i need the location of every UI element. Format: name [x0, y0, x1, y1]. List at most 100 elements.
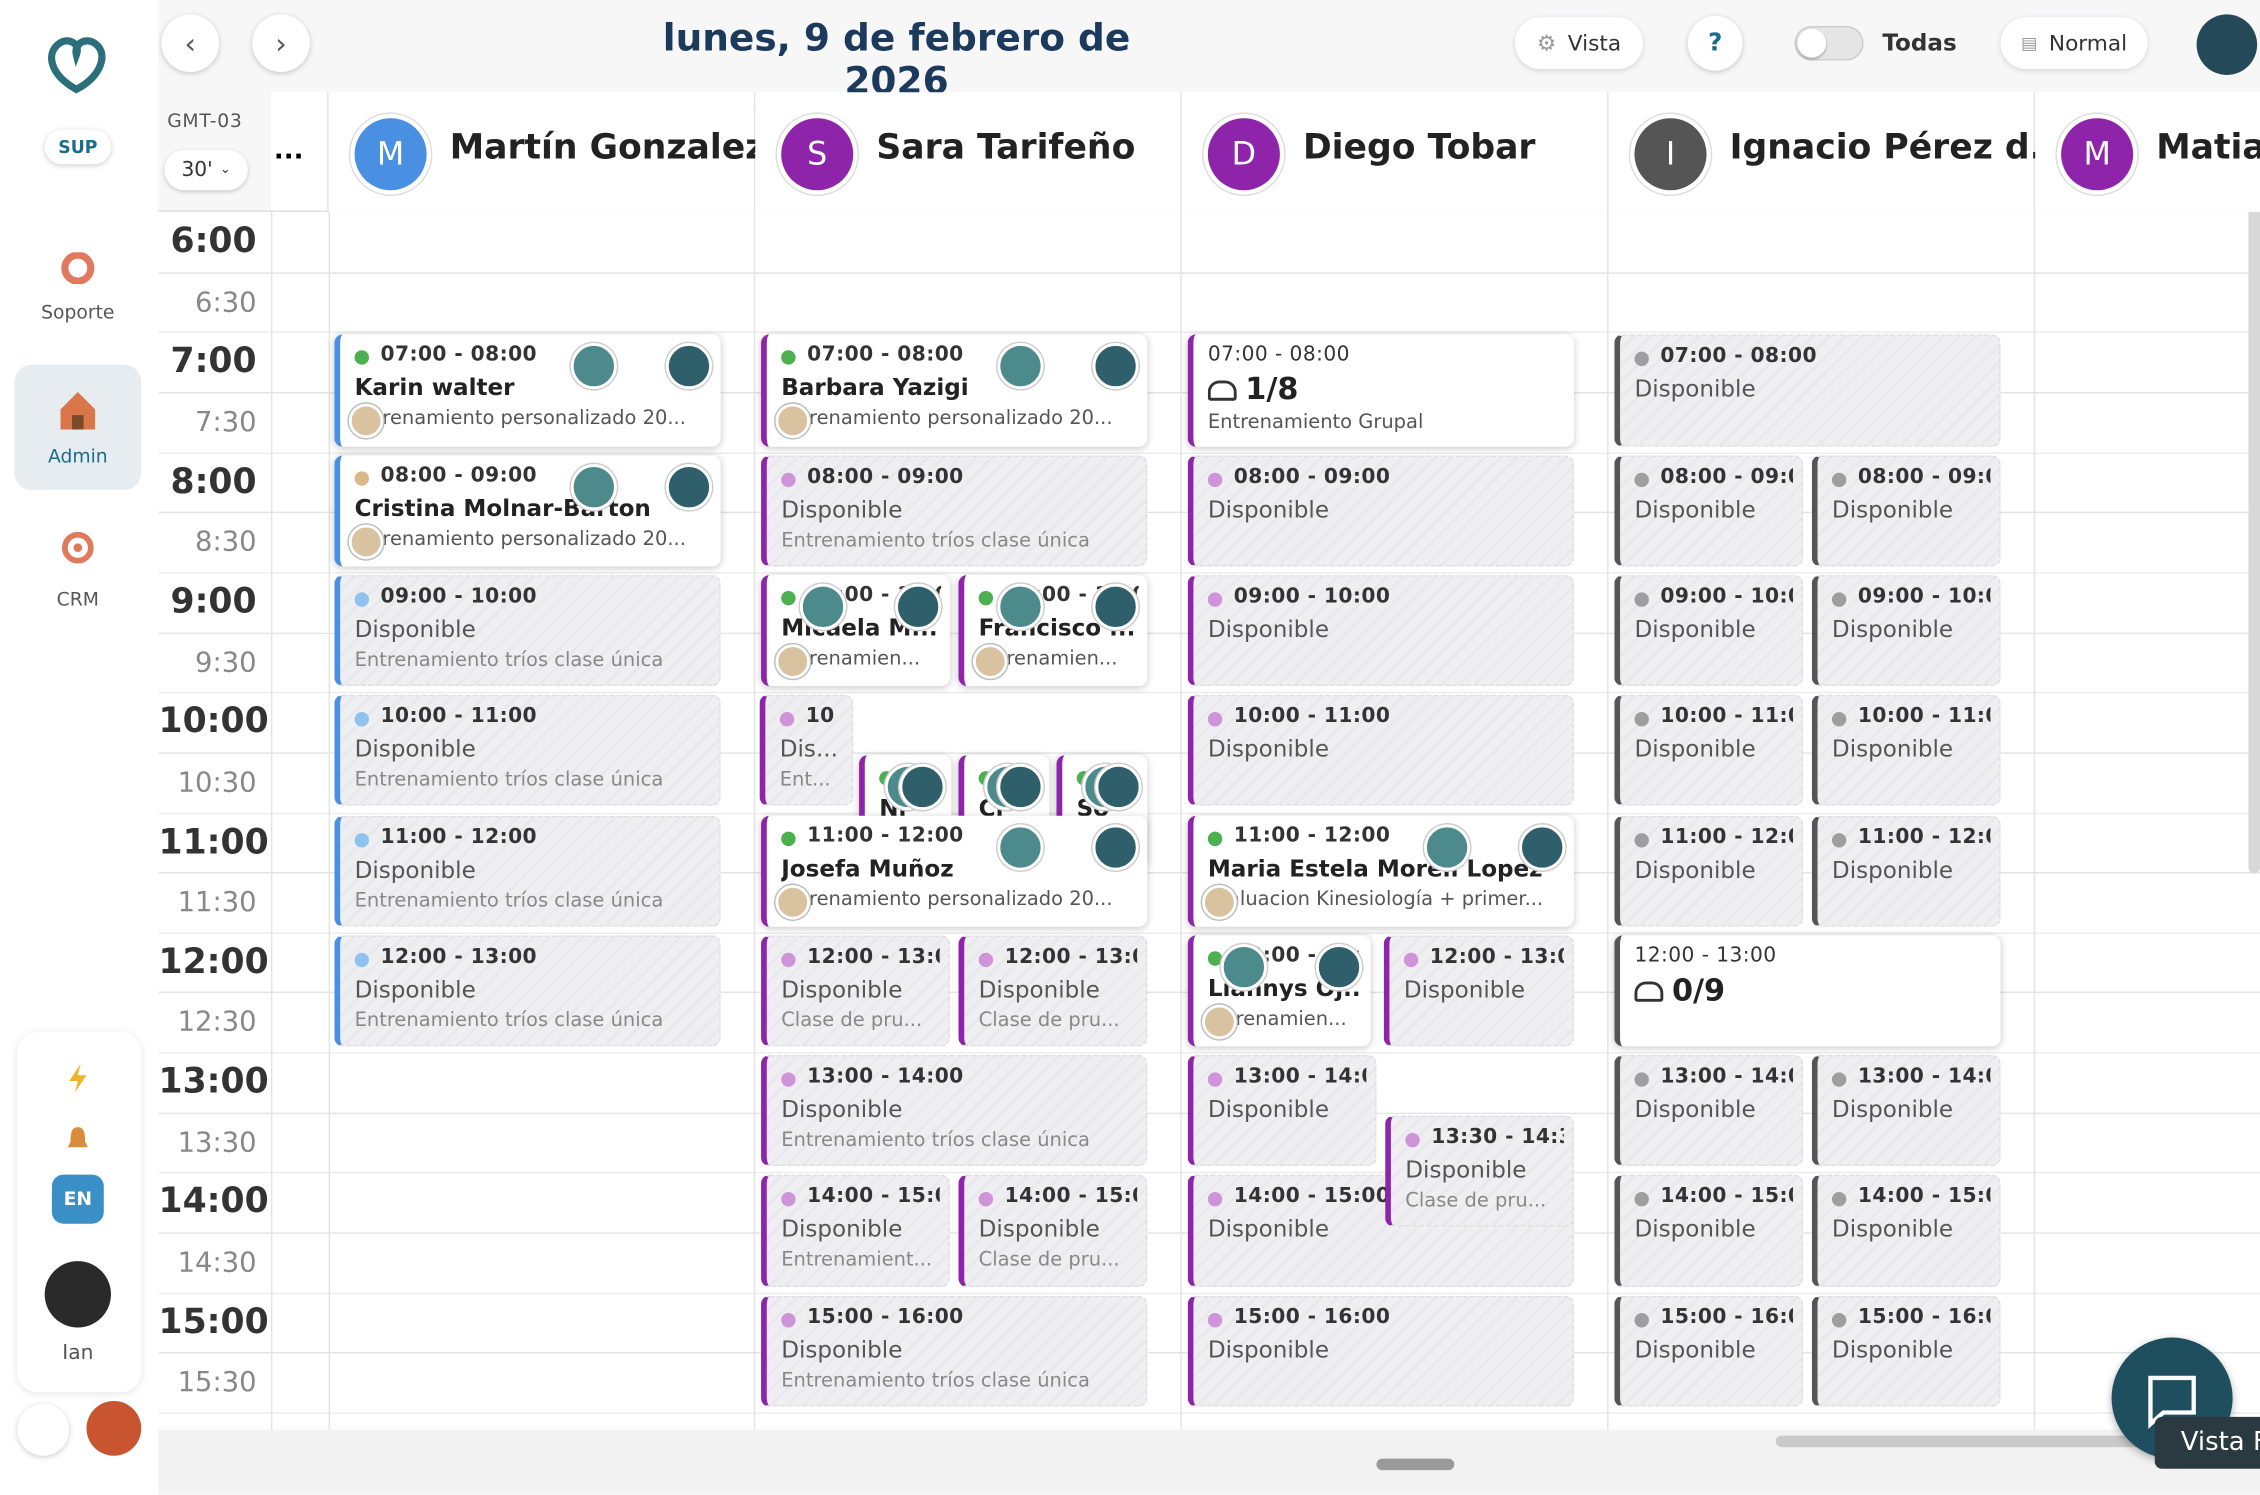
density-button[interactable]: ▤ Normal [2000, 17, 2148, 70]
appointment[interactable]: 10:00 - 11:00 Disponible [1614, 694, 1804, 807]
appointment[interactable]: 12:00 - 13:00 Disponible Entrenamiento trí… [334, 935, 721, 1047]
appointment[interactable]: 11:00 - 12:00 Disponible [1614, 815, 1804, 927]
subtitle: Entrenamiento tríos clase única [781, 528, 1090, 552]
appointment[interactable]: 10:00 - 11:00 Disponible Entrenamiento trí… [334, 694, 721, 807]
subtitle: Clase de pru... [978, 1008, 1120, 1032]
appointment[interactable]: 15:00 - 16:00 Disponible [1614, 1295, 1804, 1407]
overflow-column: ... [270, 92, 329, 212]
appointment[interactable]: 15:00 - 16:00 Disponible [1811, 1295, 2001, 1407]
staff-name[interactable]: Ignacio Pérez d... [1729, 126, 2070, 168]
profile-button[interactable] [17, 1403, 70, 1456]
staff-name[interactable]: Matia [2156, 126, 2260, 168]
appointment[interactable]: 12:00 - 13:00 Disponible [1383, 935, 1574, 1047]
appointment[interactable]: 08:00 - 09:00 Cristina Molnar-Barton trena… [334, 454, 721, 567]
time: 14:00 - 15:00 [1233, 1185, 1391, 1209]
appointment[interactable]: 15:00 - 16:00 Disponible [1187, 1295, 1574, 1407]
client-avatar [775, 884, 811, 919]
staff-name[interactable]: Sara Tarifeño [876, 126, 1136, 168]
language[interactable]: EN [51, 1174, 104, 1224]
collapse-button[interactable] [2196, 14, 2258, 75]
subtitle: Entrenamiento tríos clase única [781, 1128, 1090, 1152]
time: 13:00 - 14:00 [807, 1065, 964, 1089]
h-scrollbar[interactable] [1775, 1435, 2209, 1448]
next-day[interactable]: › [252, 14, 310, 73]
appointment[interactable]: 09:00 - 10:00Micaela M...trenamien... [761, 574, 950, 687]
appointment[interactable]: 13:00 - 14:00 Disponible [1614, 1055, 1804, 1167]
status-dot [1831, 592, 1847, 607]
appointment[interactable]: 08:00 - 09:00 Disponible Entrenamiento trí… [761, 454, 1148, 567]
time-label: 14:30 [177, 1246, 257, 1279]
time: 07:00 - 08:00 [1660, 344, 1817, 368]
appointment[interactable]: 08:00 - 09:00 Disponible [1614, 454, 1804, 567]
v-scrollbar[interactable] [2248, 95, 2260, 874]
time: 12:00 - 13:00 [1634, 943, 1777, 967]
appointment[interactable]: 09:00 - 10:00 Disponible [1614, 574, 1804, 687]
timezone: GMT-03 [167, 110, 243, 133]
view-button[interactable]: ⚙ Vista [1514, 17, 1644, 70]
help-button[interactable]: ? [1687, 15, 1743, 71]
appointment[interactable]: 10:00 - 11:00 Disponible [1187, 694, 1574, 807]
prev-day[interactable]: ‹ [161, 14, 220, 73]
time: 10:00 - 11:00 [1660, 705, 1793, 729]
nav-crm[interactable]: CRM [56, 589, 99, 612]
appointment[interactable]: 12:00 - 13:00 0/9 [1614, 935, 2001, 1047]
appointment[interactable]: 10:00 - 11:00 Disponible [1811, 694, 2001, 807]
status-dot [354, 592, 369, 607]
appointment[interactable]: 15:00 - 16:00 Disponible Entrenamiento trí… [761, 1295, 1148, 1407]
time-label: 15:00 [158, 1301, 269, 1342]
title: Josefa Muñoz [781, 853, 954, 882]
appointment[interactable]: 14:00 - 15:00 Disponible [1811, 1175, 2001, 1287]
logout-button[interactable] [86, 1400, 142, 1456]
appointment[interactable]: 11:00 - 12:00 Disponible [1811, 815, 2001, 927]
nav-admin[interactable]: Admin [47, 446, 108, 469]
status-dot [978, 590, 994, 606]
bell-icon[interactable] [65, 1124, 91, 1153]
appointment[interactable]: 09:00 - 10:00 Disponible [1187, 574, 1574, 687]
appointment[interactable]: 11:00 - 12:00 Josefa Muñoz trenamiento per… [761, 815, 1148, 927]
appointment[interactable]: 13:30 - 14:30 Disponible Clase de pru... [1385, 1115, 1574, 1227]
time: 10:00 - 11:00 [380, 705, 538, 729]
appointment[interactable]: 11:00 - 12:00 Disponible Entrenamiento trí… [334, 815, 721, 927]
appointment[interactable]: 11:00 - 12:00 Maria Estela Morell Lopez al… [1187, 815, 1574, 927]
appointment[interactable]: 12:00 - 13:00 Disponible Clase de pru... [958, 935, 1148, 1047]
status-dot [354, 350, 369, 366]
toolbar [158, 0, 2260, 93]
title: Disponible [1405, 1155, 1527, 1183]
trainer-icon [1092, 343, 1139, 390]
drag-handle[interactable] [1376, 1458, 1455, 1471]
appointment[interactable]: 14:00 - 15:00 Disponible Entrenamient... [761, 1175, 950, 1287]
appointment[interactable]: 10 Dis... Ent... [759, 694, 854, 807]
appointment[interactable]: 12:00 - 13:00 Disponible Clase de pru... [761, 935, 950, 1047]
time: 15:00 - 16:00 [1233, 1305, 1391, 1329]
appointment[interactable]: 09:00 - 10:00Francisco ...trenamien... [958, 574, 1148, 687]
user-avatar[interactable] [44, 1261, 111, 1328]
appointment[interactable]: 08:00 - 09:00 Disponible [1811, 454, 2001, 567]
time-label: 7:30 [195, 406, 257, 439]
appointment[interactable]: 07:00 - 08:00 1/8 Entrenamiento Grupal [1187, 334, 1574, 447]
appointment[interactable]: 07:00 - 08:00 Karin walter trenamiento per… [334, 334, 721, 447]
appointment[interactable]: 09:00 - 10:00 Disponible Entrenamiento trí… [334, 574, 721, 687]
interval-select[interactable]: 30' ⌄ [164, 149, 248, 191]
appointment[interactable]: 14:00 - 15:00 Disponible [1614, 1175, 1804, 1287]
toggle[interactable] [1794, 25, 1864, 61]
note-icon [799, 583, 847, 630]
bolt-icon[interactable] [66, 1063, 89, 1093]
staff-name[interactable]: Martín Gonzalez [449, 126, 766, 168]
appointment[interactable]: 13:00 - 14:00 Disponible [1187, 1055, 1377, 1167]
note-icon [997, 823, 1044, 870]
client-avatar [775, 404, 811, 439]
appointment[interactable]: 07:00 - 08:00 Barbara Yazigi trenamiento p… [761, 334, 1148, 447]
appointment[interactable]: 12:00 - 13:00Liannys Oj...trenamien... [1187, 935, 1371, 1047]
appointment[interactable]: 07:00 - 08:00 Disponible [1614, 334, 2001, 447]
appointment[interactable]: 13:00 - 14:00 Disponible Entrenamiento trí… [761, 1055, 1148, 1167]
subtitle: trenamiento personalizado 20... [374, 526, 686, 551]
appointment[interactable]: 08:00 - 09:00 Disponible [1187, 454, 1574, 567]
appointment[interactable]: 09:00 - 10:00 Disponible [1811, 574, 2001, 687]
appointment[interactable]: 14:00 - 15:00 Disponible Clase de pru... [958, 1175, 1148, 1287]
appointment[interactable]: 13:00 - 14:00 Disponible [1811, 1055, 2001, 1167]
time: 13:00 - 14:00 [1233, 1065, 1367, 1089]
sup-badge[interactable]: SUP [44, 129, 111, 165]
nav-soporte[interactable]: Soporte [41, 302, 115, 325]
staff-name[interactable]: Diego Tobar [1302, 126, 1536, 168]
subtitle: Entrenamiento tríos clase única [354, 768, 664, 792]
